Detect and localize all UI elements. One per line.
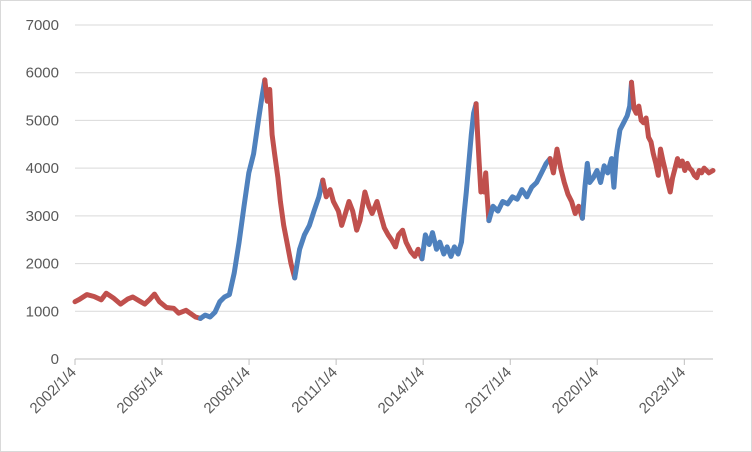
x-tick-label: 2005/1/4 — [114, 364, 167, 417]
x-tick-label: 2011/1/4 — [288, 364, 341, 417]
x-tick-label: 2014/1/4 — [375, 364, 428, 417]
y-tick-label: 4000 — [26, 160, 59, 177]
y-tick-label: 2000 — [26, 256, 59, 273]
y-tick-label: 3000 — [26, 208, 59, 225]
series-line-segment-8 — [486, 156, 553, 224]
series-line-segment-10 — [579, 79, 634, 221]
x-tick-label: 2020/1/4 — [549, 364, 602, 417]
y-tick-label: 5000 — [26, 112, 59, 129]
series-line-segment-2 — [197, 77, 268, 321]
series-line-segment-7 — [473, 101, 492, 224]
series-line-segment-9 — [547, 146, 585, 221]
series-line-segment-4 — [292, 177, 326, 281]
series-line-segment-1 — [72, 290, 203, 321]
x-tick-label: 2008/1/4 — [201, 364, 254, 417]
series-line-segment-11 — [629, 79, 716, 195]
series-line-segment-6 — [419, 101, 479, 262]
x-tick-label: 2023/1/4 — [636, 364, 689, 417]
y-tick-label: 1000 — [26, 303, 59, 320]
y-tick-label: 6000 — [26, 65, 59, 82]
y-tick-label: 7000 — [26, 17, 59, 34]
series-line-segment-5 — [320, 177, 425, 262]
series-line-segment-3 — [262, 77, 298, 281]
x-tick-label: 2002/1/4 — [27, 364, 80, 417]
x-tick-label: 2017/1/4 — [462, 364, 515, 417]
y-tick-label: 0 — [51, 351, 59, 368]
